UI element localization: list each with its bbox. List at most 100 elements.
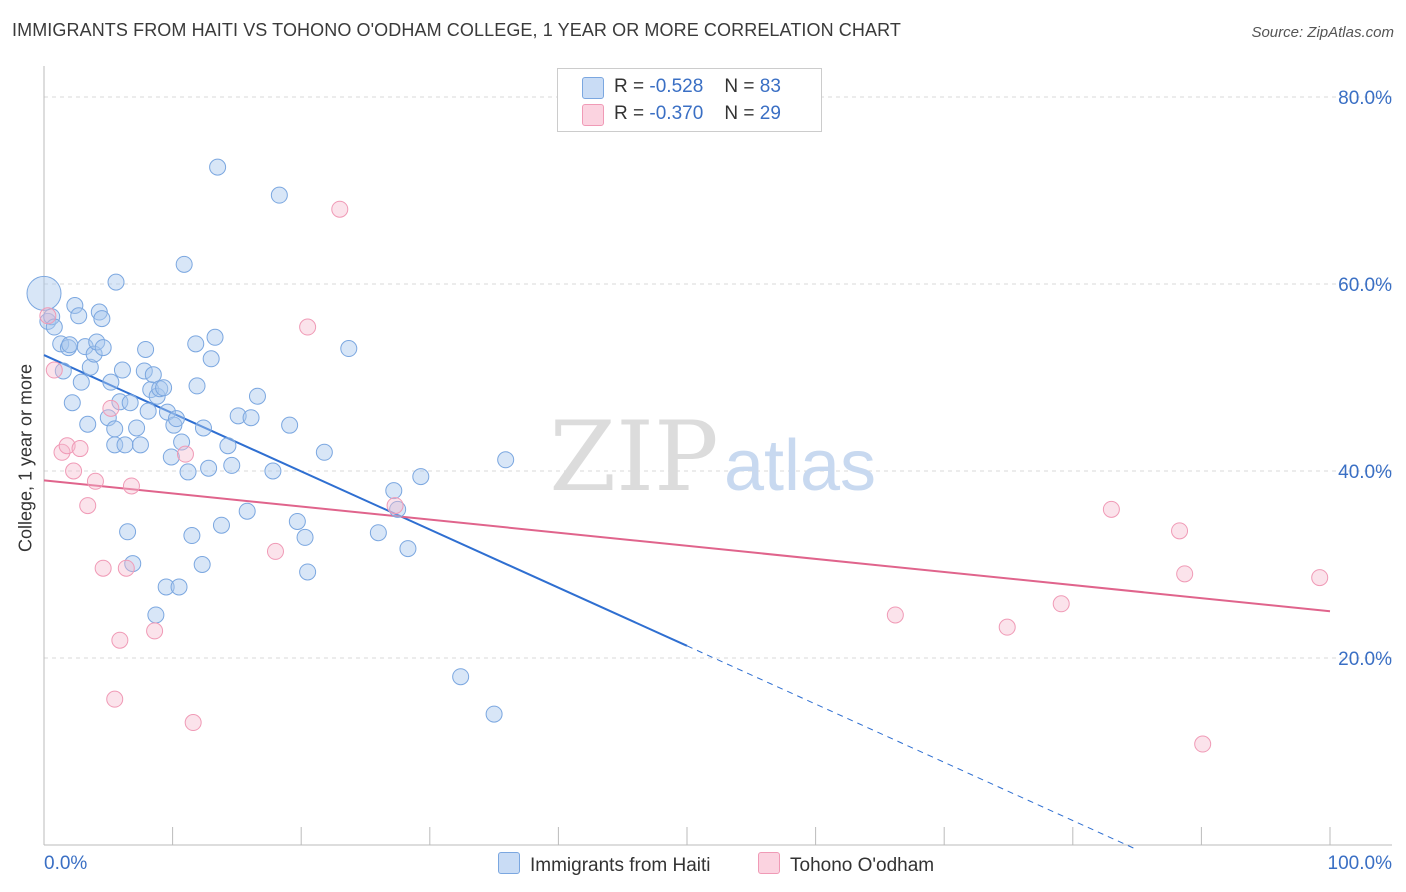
- haiti-point: [242, 409, 260, 427]
- haiti-point: [137, 340, 155, 358]
- source-label: Source: ZipAtlas.com: [1251, 24, 1394, 41]
- haiti-point: [270, 186, 288, 204]
- haiti-point: [296, 528, 314, 546]
- watermark: ZIP atlas: [549, 401, 876, 513]
- x-tick-label: 0.0%: [44, 853, 87, 874]
- haiti-point: [79, 415, 97, 433]
- tohono-point: [176, 445, 194, 463]
- tohono-point: [122, 477, 140, 495]
- stats-legend: R = -0.528 N = 83 R = -0.370 N = 29: [557, 68, 822, 132]
- tohono-point: [299, 318, 317, 336]
- haiti-point: [147, 606, 165, 624]
- haiti-point: [369, 524, 387, 542]
- haiti-point: [26, 275, 62, 311]
- watermark-atlas: atlas: [724, 426, 876, 506]
- haiti-point: [144, 366, 162, 384]
- tohono-point: [102, 399, 120, 417]
- legend-swatch-tohono: [582, 104, 604, 126]
- haiti-point: [485, 705, 503, 723]
- tohono-point: [1052, 595, 1070, 613]
- haiti-point: [139, 402, 157, 420]
- haiti-point: [212, 516, 230, 534]
- legend-swatch-haiti: [582, 77, 604, 99]
- haiti-point: [202, 350, 220, 368]
- x-tick-label: 100.0%: [1328, 853, 1393, 874]
- haiti-point: [340, 340, 358, 358]
- legend-n-value: 29: [759, 103, 781, 124]
- haiti-point: [281, 416, 299, 434]
- legend-r-value: -0.528: [649, 76, 704, 97]
- haiti-point: [162, 448, 180, 466]
- haiti-point: [70, 307, 88, 325]
- haiti-point: [102, 373, 120, 391]
- bottom-legend-haiti: Immigrants from Haiti: [498, 852, 711, 877]
- haiti-point: [238, 502, 256, 520]
- haiti-point: [264, 462, 282, 480]
- tohono-point: [86, 472, 104, 490]
- haiti-point: [106, 420, 124, 438]
- haiti-point: [248, 387, 266, 405]
- legend-n-value: 83: [759, 76, 781, 97]
- haiti-point: [155, 379, 173, 397]
- tohono-point: [106, 690, 124, 708]
- tohono-point: [94, 559, 112, 577]
- haiti-point: [229, 407, 247, 425]
- haiti-point: [206, 328, 224, 346]
- haiti-point: [54, 362, 72, 380]
- tohono-point: [45, 361, 63, 379]
- tohono-point: [386, 497, 404, 515]
- tohono-point: [886, 606, 904, 624]
- tohono-point: [1102, 500, 1120, 518]
- legend-r-value: -0.370: [649, 103, 704, 124]
- haiti-point: [194, 419, 212, 437]
- tohono-point: [1311, 569, 1329, 587]
- haiti-point: [131, 436, 149, 454]
- tohono-point: [111, 631, 129, 649]
- y-tick-label: 80.0%: [1338, 88, 1392, 109]
- haiti-point: [119, 523, 137, 541]
- haiti-point: [183, 527, 201, 545]
- haiti-point: [175, 255, 193, 273]
- legend-r-label: R =: [614, 76, 645, 97]
- haiti-point: [121, 394, 139, 412]
- tohono-point: [58, 437, 76, 455]
- tohono-trend-line: [43, 479, 1331, 613]
- haiti-point: [497, 451, 515, 469]
- tohono-point: [117, 559, 135, 577]
- bottom-legend-label-tohono: Tohono O'odham: [790, 855, 935, 876]
- y-axis-label: College, 1 year or more: [15, 363, 36, 553]
- haiti-point: [200, 459, 218, 477]
- data-points: [26, 158, 1329, 753]
- haiti-point: [72, 373, 90, 391]
- haiti-point: [157, 578, 175, 596]
- tohono-point: [266, 542, 284, 560]
- tohono-point: [1171, 522, 1189, 540]
- haiti-point: [188, 377, 206, 395]
- haiti-point: [315, 443, 333, 461]
- haiti-point: [219, 437, 237, 455]
- haiti-point: [193, 556, 211, 573]
- bottom-legend-tohono: Tohono O'odham: [758, 852, 934, 877]
- haiti-point: [179, 463, 197, 481]
- haiti-point: [412, 468, 430, 486]
- tohono-point: [39, 307, 57, 325]
- tohono-point: [331, 200, 349, 218]
- y-tick-label: 40.0%: [1338, 462, 1392, 483]
- tohono-point: [65, 462, 83, 480]
- haiti-point: [113, 361, 131, 379]
- haiti-point: [142, 381, 160, 399]
- tohono-point: [1176, 565, 1194, 583]
- legend-n-label: N =: [724, 103, 755, 124]
- gridlines: [44, 96, 1392, 659]
- bottom-legend-swatch-tohono: [758, 852, 780, 874]
- haiti-point: [399, 540, 417, 558]
- haiti-point: [52, 335, 70, 353]
- haiti-point: [209, 158, 227, 176]
- haiti-point: [94, 339, 112, 357]
- axes: [43, 66, 1392, 846]
- haiti-point: [135, 362, 153, 380]
- haiti-point: [167, 410, 185, 428]
- haiti-point: [61, 336, 79, 354]
- haiti-trend-extension: [686, 645, 1138, 851]
- chart-title: IMMIGRANTS FROM HAITI VS TOHONO O'ODHAM …: [12, 20, 901, 40]
